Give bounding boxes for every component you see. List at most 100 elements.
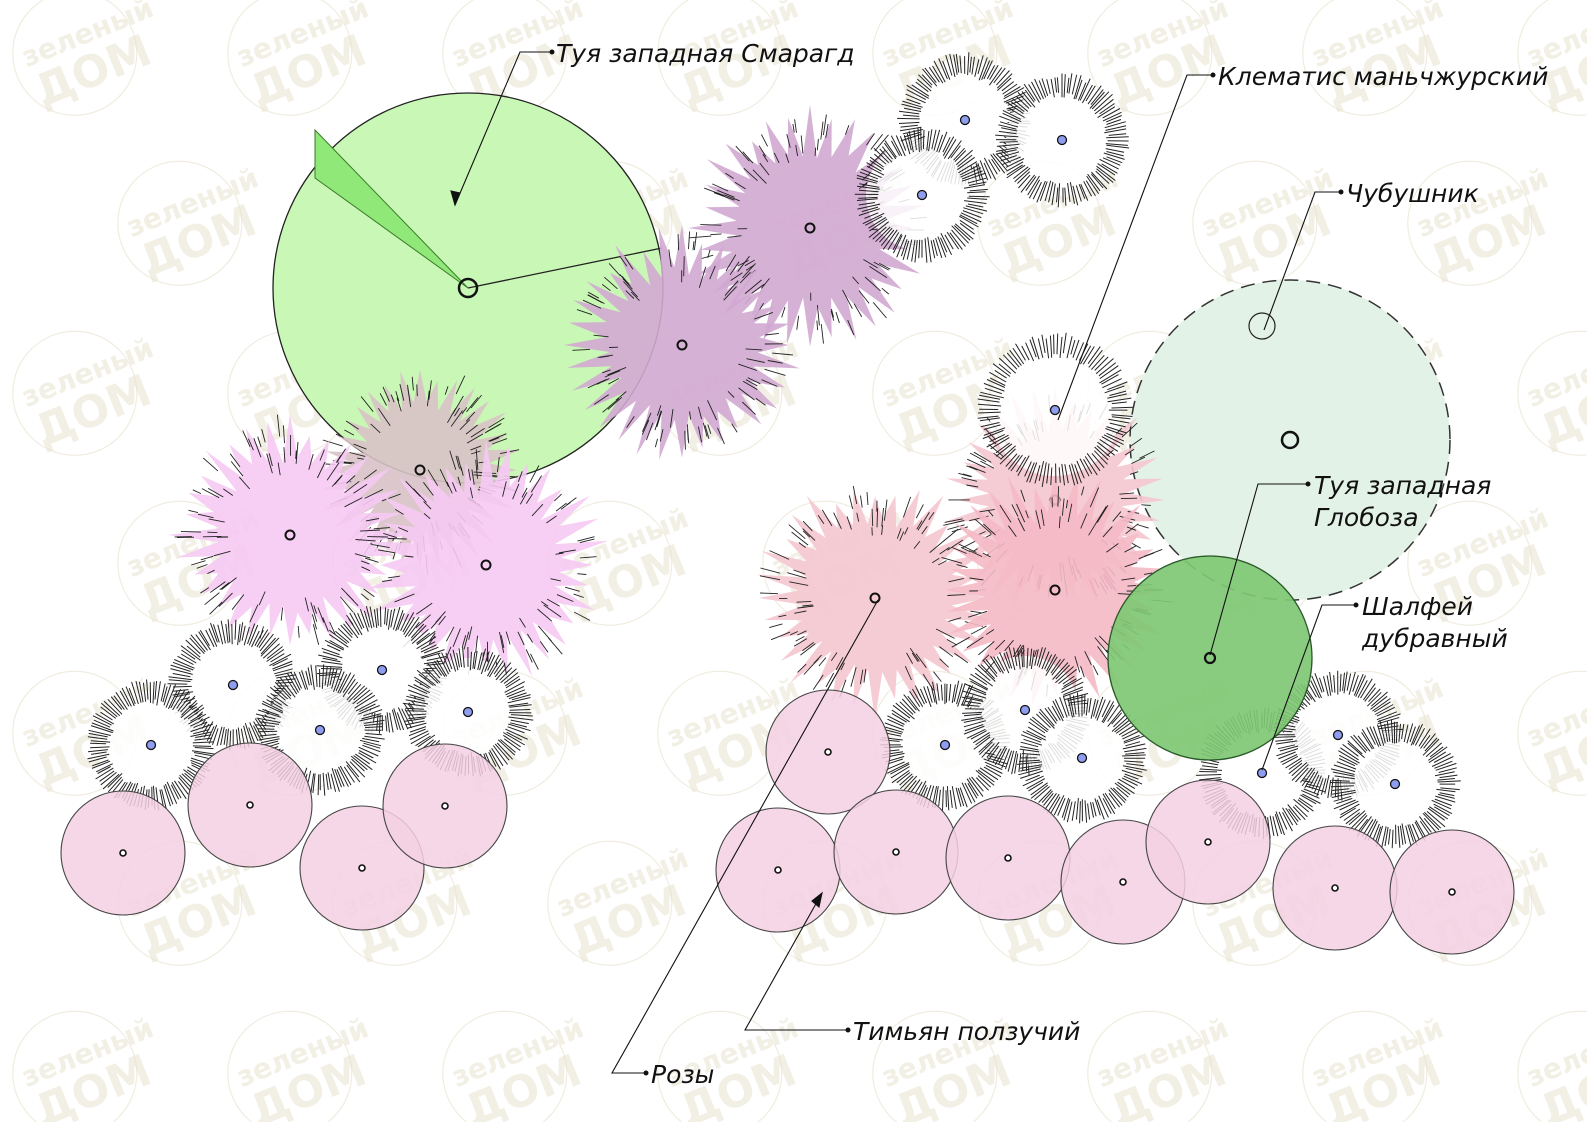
- label-mock-orange: Чубушник: [1346, 179, 1479, 208]
- salvia-plant-center: [314, 724, 326, 736]
- rose-center: [441, 802, 449, 810]
- rose-center: [824, 748, 832, 756]
- clematis-plant-center: [959, 114, 971, 126]
- leader-clematis: [1057, 74, 1211, 421]
- violet-shrub: [563, 225, 800, 460]
- salvia-plant-center: [227, 679, 239, 691]
- label-dot: [643, 1070, 649, 1076]
- rose-plant: [945, 795, 1071, 921]
- clematis-plant: [995, 73, 1130, 208]
- salvia-plant-center: [1389, 778, 1401, 790]
- pink-shrub-hatch: [174, 414, 407, 648]
- leader-mock-orange: [1263, 191, 1339, 331]
- rose-center: [1331, 884, 1339, 892]
- salmon-shrub-center: [869, 592, 881, 604]
- leader-lines: [450, 51, 1354, 1074]
- mock-orange-center: [1280, 430, 1300, 450]
- rose-center: [358, 864, 366, 872]
- label-clematis: Клематис маньчжурский: [1218, 62, 1548, 91]
- label-dot: [1210, 72, 1216, 78]
- thuja-smaragd-sector: [314, 128, 469, 289]
- rose-center: [1004, 854, 1012, 862]
- leader-thuja-globosa: [1209, 483, 1306, 656]
- clematis-plant-center: [1056, 134, 1068, 146]
- clematis-plant-center: [1049, 404, 1061, 416]
- rose-center: [119, 849, 127, 857]
- salmon-shrub-center: [1049, 584, 1061, 596]
- label-salvia-line1: Шалфей: [1362, 592, 1473, 621]
- leader-roses: [611, 599, 879, 1074]
- violet-shrub-center: [804, 222, 816, 234]
- salvia-plant-center: [376, 664, 388, 676]
- pink-shrub-center: [480, 559, 492, 571]
- rose-center: [892, 848, 900, 856]
- salvia-plant-center: [1019, 704, 1031, 716]
- thuja-smaragd-radius: [467, 247, 663, 289]
- rose-plant: [833, 789, 959, 915]
- salvia-plant-center: [462, 706, 474, 718]
- rose-center: [774, 866, 782, 874]
- label-thuja-smaragd: Туя западная Смарагд: [556, 39, 855, 68]
- label-dot: [1338, 189, 1344, 195]
- thuja-smaragd-plant: [272, 92, 664, 484]
- salvia-plant-hatch: [1329, 719, 1461, 849]
- label-roses: Розы: [651, 1060, 714, 1089]
- salmon-shrub-hatch: [759, 486, 986, 699]
- salvia-plant: [1329, 719, 1461, 849]
- clematis-plant: [977, 332, 1133, 487]
- salvia-plant-center: [939, 739, 951, 751]
- rose-plant: [715, 807, 841, 933]
- rose-layer: [60, 689, 1515, 955]
- salvia-plant-hatch: [87, 679, 216, 811]
- leader-salvia: [1261, 604, 1354, 771]
- label-thuja-globosa-line1: Туя западная: [1314, 471, 1491, 500]
- salvia-layer: [87, 52, 1461, 849]
- leader-thyme: [744, 892, 846, 1031]
- label-dot: [1305, 481, 1311, 487]
- pink-shrub: [168, 414, 411, 648]
- label-dot: [549, 49, 555, 55]
- arrowhead-thyme: [811, 891, 823, 909]
- rose-plant: [1272, 825, 1398, 951]
- pink-shrub-center: [284, 529, 296, 541]
- clematis-plant-center: [916, 189, 928, 201]
- label-salvia-line2: дубравный: [1361, 624, 1508, 653]
- thuja-globosa-crown: [1107, 555, 1313, 761]
- label-dot: [845, 1027, 851, 1033]
- rose-center: [246, 801, 254, 809]
- mock-orange-tag: [1248, 312, 1276, 340]
- rose-center: [1448, 888, 1456, 896]
- mock-orange-crown: [1129, 279, 1451, 601]
- label-group: Туя западная Смарагд Клематис маньчжурск…: [549, 39, 1548, 1089]
- rose-plant: [1145, 779, 1271, 905]
- salvia-plant: [87, 679, 216, 811]
- salvia-plant-center: [145, 739, 157, 751]
- clematis-plant-hatch: [995, 73, 1130, 208]
- rose-plant: [1389, 829, 1515, 955]
- violet-shrub-crown: [563, 225, 800, 460]
- violet-shrub-center: [676, 339, 688, 351]
- salvia-plant: [1017, 692, 1147, 824]
- mock-orange-plant: [1129, 279, 1451, 601]
- rose-center: [1119, 878, 1127, 886]
- rose-center: [1204, 838, 1212, 846]
- salvia-plant-hatch: [1017, 692, 1147, 824]
- violet-shrub-hatch: [572, 231, 793, 450]
